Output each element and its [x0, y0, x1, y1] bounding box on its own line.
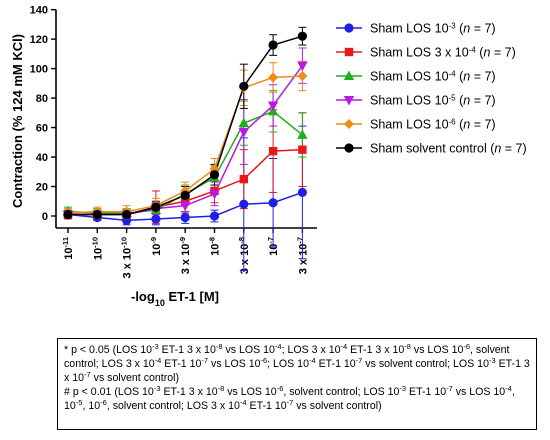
series-1-point [180, 212, 190, 223]
y-tick-label: 120 [30, 34, 48, 46]
x-tick-label: 10-11 [61, 237, 76, 260]
series-1-point [209, 211, 220, 221]
series-6-point [63, 209, 73, 220]
series-1-point [268, 198, 278, 208]
x-axis-title: -log10 ET-1 [M] [131, 289, 219, 308]
series-3-point [297, 129, 308, 139]
series-1-point [297, 187, 307, 198]
marker-group [62, 31, 308, 226]
series-5-point [297, 70, 308, 81]
legend-marker-4 [343, 96, 355, 106]
series-6-point [151, 202, 161, 212]
y-tick-label: 60 [36, 123, 48, 135]
y-tick-label: 140 [30, 5, 48, 17]
y-tick-label: 40 [36, 152, 48, 164]
series-6-point [268, 40, 278, 50]
legend-marker-5 [344, 119, 354, 129]
x-tick-label: 3 x 10-10 [119, 237, 134, 278]
chart-svg: 0 20 40 60 80 100 120 140 10-11 10-10 3 x 10-10 10-… [10, 5, 527, 308]
y-tick-label: 80 [36, 93, 48, 105]
series-6-point [122, 209, 132, 220]
significance-notes: * p < 0.05 (LOS 10-3 ET-1 3 x 10-8 vs LO… [57, 338, 537, 430]
legend-label-1: Sham LOS 10-3 (n = 7) [370, 21, 496, 36]
x-tick-label: 10-10 [90, 237, 105, 260]
series-4-point [297, 61, 308, 72]
legend-label-5: Sham LOS 10-6 (n = 7) [370, 117, 496, 132]
series-2-point [239, 174, 248, 184]
legend-marker-1 [344, 23, 354, 33]
x-tick-label: 3 x 10-8 [236, 237, 251, 274]
series-6-point [180, 190, 190, 200]
series-4-point [180, 201, 191, 212]
y-tick-label: 20 [36, 182, 48, 194]
legend-marker-2 [344, 47, 354, 57]
x-tick-label: 3 x 10-9 [178, 237, 193, 274]
x-tick-label: 10-9 [148, 237, 163, 256]
legend-label-4: Sham LOS 10-5 (n = 7) [370, 93, 496, 108]
note-p001: # p < 0.01 (LOS 10-3 ET-1 3 x 10-8 vs LO… [64, 384, 515, 412]
series-6-point [92, 209, 102, 220]
series-2-point [298, 145, 307, 154]
legend-label-6: Sham solvent control (n = 7) [370, 142, 527, 156]
legend: Sham LOS 10-3 (n = 7) Sham LOS 3 x 10-4 (… [336, 21, 527, 156]
series-2-point [181, 197, 190, 206]
legend-label-3: Sham LOS 10-4 (n = 7) [370, 69, 496, 84]
y-axis-title: Contraction (% 124 mM KCl) [10, 34, 25, 208]
tick-group: 0 20 40 60 80 100 120 140 10-11 10-10 3 x 10-10 10-… [30, 5, 310, 279]
series-4-point [209, 189, 220, 200]
series-1-point [151, 214, 161, 224]
series-2-point [268, 146, 278, 156]
series-1-point [239, 199, 249, 209]
series-4-point [238, 127, 249, 138]
series-6-point [239, 81, 249, 91]
x-tick-label: 10-8 [207, 237, 222, 256]
series-3-point [238, 117, 249, 128]
legend-marker-6 [344, 143, 354, 153]
series-6-point [297, 31, 307, 41]
legend-marker-3 [343, 70, 355, 80]
note-p005: * p < 0.05 (LOS 10-3 ET-1 3 x 10-8 vs LO… [64, 342, 530, 384]
series-6-point [209, 170, 220, 180]
series-4-point [267, 101, 279, 111]
series-5-point [268, 72, 279, 83]
legend-label-2: Sham LOS 3 x 10-4 (n = 7) [370, 45, 516, 60]
y-tick-label: 0 [42, 211, 48, 223]
y-tick-label: 100 [30, 64, 48, 76]
